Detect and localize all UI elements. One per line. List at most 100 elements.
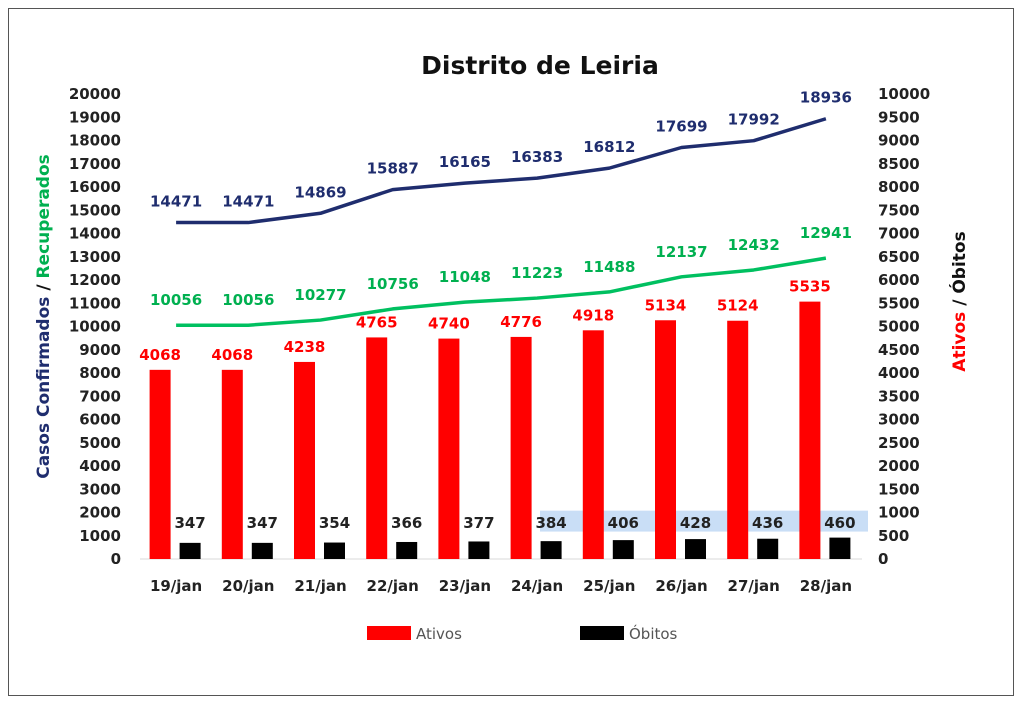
x-tick-label: 22/jan (367, 577, 419, 595)
confirmados-data-label: 14471 (222, 193, 274, 211)
ativos-bar (294, 361, 315, 559)
recuperados-data-label: 12137 (655, 243, 707, 261)
obitos-data-label: 460 (824, 514, 855, 532)
ativos-bar (582, 330, 604, 559)
obitos-data-label: 347 (247, 514, 278, 532)
ativos-bar (510, 336, 532, 559)
x-tick-label: 24/jan (511, 577, 563, 595)
x-tick-label: 28/jan (800, 577, 852, 595)
right-tick-label: 8000 (878, 178, 920, 196)
left-tick-label: 12000 (69, 271, 121, 289)
recuperados-line (176, 256, 827, 327)
ativos-data-label: 4068 (211, 346, 253, 364)
x-tick-label: 23/jan (439, 577, 491, 595)
x-tick-label: 27/jan (728, 577, 780, 595)
right-tick-label: 4500 (878, 341, 920, 359)
right-tick-label: 7500 (878, 201, 920, 219)
left-tick-label: 10000 (69, 318, 121, 336)
recuperados-data-label: 10056 (222, 291, 274, 309)
right-tick-label: 0 (878, 550, 888, 568)
right-axis-label-part: Ativos (950, 312, 970, 372)
obitos-bar (468, 541, 490, 559)
obitos-bar (396, 541, 418, 559)
recuperados-data-label: 10056 (150, 291, 202, 309)
ativos-data-label: 5134 (645, 296, 687, 314)
confirmados-data-label: 14471 (150, 193, 202, 211)
obitos-data-label: 406 (608, 514, 639, 532)
right-tick-label: 9500 (878, 108, 920, 126)
ativos-bar (655, 320, 676, 559)
left-tick-label: 20000 (69, 85, 121, 103)
obitos-bar (612, 540, 634, 559)
obitos-data-label: 354 (319, 514, 350, 532)
obitos-data-label: 428 (680, 514, 711, 532)
left-axis-label-part: / (34, 279, 54, 297)
confirmados-data-label: 18936 (800, 89, 852, 107)
legend-label-obitos: Óbitos (629, 624, 678, 643)
right-tick-label: 6000 (878, 271, 920, 289)
obitos-data-label: 347 (174, 514, 205, 532)
ativos-data-label: 4068 (139, 346, 181, 364)
left-tick-label: 16000 (69, 178, 121, 196)
left-axis-label-part: Casos Confirmados (34, 297, 54, 479)
recuperados-data-label: 11223 (511, 264, 563, 282)
recuperados-data-label: 12941 (800, 224, 852, 242)
left-tick-label: 7000 (79, 387, 121, 405)
right-tick-label: 4000 (878, 364, 920, 382)
right-axis-label-part: / (950, 294, 970, 312)
obitos-bar (251, 542, 273, 559)
obitos-data-label: 366 (391, 514, 422, 532)
confirmados-data-label: 16383 (511, 148, 563, 166)
right-tick-label: 9000 (878, 132, 920, 150)
right-tick-label: 5000 (878, 318, 920, 336)
ativos-data-label: 4776 (500, 313, 542, 331)
left-tick-label: 1000 (79, 527, 121, 545)
recuperados-data-label: 12432 (728, 236, 780, 254)
right-tick-label: 3500 (878, 387, 920, 405)
confirmados-data-label: 17699 (655, 117, 707, 135)
left-tick-label: 8000 (79, 364, 121, 382)
legend-swatch-obitos (580, 626, 624, 640)
left-tick-label: 5000 (79, 434, 121, 452)
recuperados-data-label: 11488 (583, 258, 635, 276)
x-tick-label: 26/jan (655, 577, 707, 595)
left-axis-label-part: Recuperados (34, 154, 54, 278)
ativos-bar (438, 338, 460, 559)
ativos-data-label: 5124 (717, 297, 759, 315)
right-tick-label: 6500 (878, 248, 920, 266)
legend-label-ativos: Ativos (416, 625, 462, 643)
confirmados-data-label: 16165 (439, 153, 491, 171)
ativos-data-label: 4740 (428, 315, 470, 333)
right-tick-label: 500 (878, 527, 909, 545)
obitos-data-label: 384 (535, 514, 566, 532)
left-axis-label: Casos Confirmados / Recuperados (34, 154, 54, 479)
obitos-data-label: 436 (752, 514, 783, 532)
right-axis-label-part: Óbitos (948, 231, 970, 293)
x-tick-label: 21/jan (294, 577, 346, 595)
obitos-bar (540, 541, 562, 559)
legend-swatch-ativos (367, 626, 411, 640)
left-tick-label: 4000 (79, 457, 121, 475)
left-tick-label: 2000 (79, 504, 121, 522)
obitos-data-label: 377 (463, 514, 494, 532)
x-tick-label: 19/jan (150, 577, 202, 595)
right-tick-label: 3000 (878, 411, 920, 429)
obitos-bar (179, 542, 201, 559)
right-axis-label: Ativos / Óbitos (948, 231, 970, 371)
right-tick-label: 8500 (878, 155, 920, 173)
ativos-bar (366, 337, 388, 559)
left-tick-label: 0 (111, 550, 121, 568)
right-tick-label: 2000 (878, 457, 920, 475)
x-tick-label: 25/jan (583, 577, 635, 595)
ativos-data-label: 4918 (572, 306, 614, 324)
confirmados-data-label: 15887 (367, 160, 419, 178)
recuperados-data-label: 10277 (294, 286, 346, 304)
x-tick-label: 20/jan (222, 577, 274, 595)
recuperados-data-label: 10756 (367, 275, 419, 293)
ativos-bar (149, 369, 171, 559)
left-tick-label: 15000 (69, 201, 121, 219)
right-tick-label: 1000 (878, 504, 920, 522)
recuperados-data-label: 11048 (439, 268, 491, 286)
left-tick-label: 14000 (69, 225, 121, 243)
